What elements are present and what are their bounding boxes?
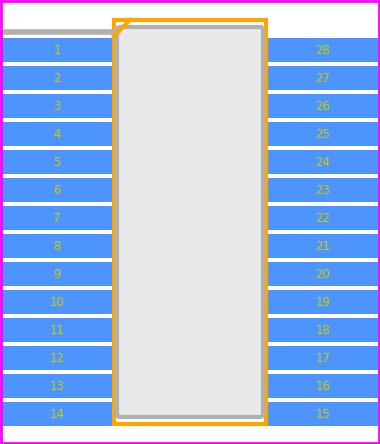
Text: 17: 17: [315, 352, 331, 365]
Bar: [2, 38, 112, 62]
Text: 20: 20: [315, 267, 331, 281]
Bar: [2, 66, 112, 90]
Text: 7: 7: [53, 211, 61, 225]
Text: 16: 16: [315, 380, 331, 392]
Text: 1: 1: [53, 44, 61, 56]
Bar: [268, 374, 378, 398]
Bar: [2, 178, 112, 202]
Text: 24: 24: [315, 155, 331, 169]
Text: 11: 11: [49, 324, 65, 337]
Bar: [268, 122, 378, 146]
Text: 6: 6: [53, 183, 61, 197]
Text: 21: 21: [315, 239, 331, 253]
Bar: [2, 234, 112, 258]
FancyBboxPatch shape: [117, 27, 263, 417]
Bar: [2, 122, 112, 146]
Bar: [2, 150, 112, 174]
Bar: [268, 318, 378, 342]
Text: 5: 5: [53, 155, 61, 169]
Bar: [2, 94, 112, 118]
Bar: [268, 150, 378, 174]
Text: 18: 18: [315, 324, 331, 337]
Bar: [268, 290, 378, 314]
Bar: [2, 346, 112, 370]
Bar: [114, 20, 266, 424]
Bar: [268, 262, 378, 286]
Text: 9: 9: [53, 267, 61, 281]
Bar: [268, 178, 378, 202]
Bar: [2, 374, 112, 398]
Text: 28: 28: [315, 44, 331, 56]
Bar: [268, 346, 378, 370]
Bar: [2, 290, 112, 314]
Text: 22: 22: [315, 211, 331, 225]
Bar: [268, 402, 378, 426]
Text: 8: 8: [53, 239, 61, 253]
Bar: [2, 206, 112, 230]
Bar: [268, 66, 378, 90]
Text: 26: 26: [315, 99, 331, 112]
Bar: [268, 94, 378, 118]
Text: 2: 2: [53, 71, 61, 84]
Text: 13: 13: [49, 380, 65, 392]
Text: 19: 19: [315, 296, 331, 309]
Text: 23: 23: [315, 183, 331, 197]
Bar: [268, 38, 378, 62]
Text: 3: 3: [53, 99, 61, 112]
Bar: [2, 262, 112, 286]
Bar: [268, 234, 378, 258]
Text: 27: 27: [315, 71, 331, 84]
Text: 14: 14: [49, 408, 65, 420]
Bar: [2, 318, 112, 342]
Text: 25: 25: [315, 127, 331, 140]
Bar: [2, 402, 112, 426]
Text: 4: 4: [53, 127, 61, 140]
Bar: [268, 206, 378, 230]
Text: 10: 10: [49, 296, 65, 309]
Text: 15: 15: [315, 408, 331, 420]
Text: 12: 12: [49, 352, 65, 365]
